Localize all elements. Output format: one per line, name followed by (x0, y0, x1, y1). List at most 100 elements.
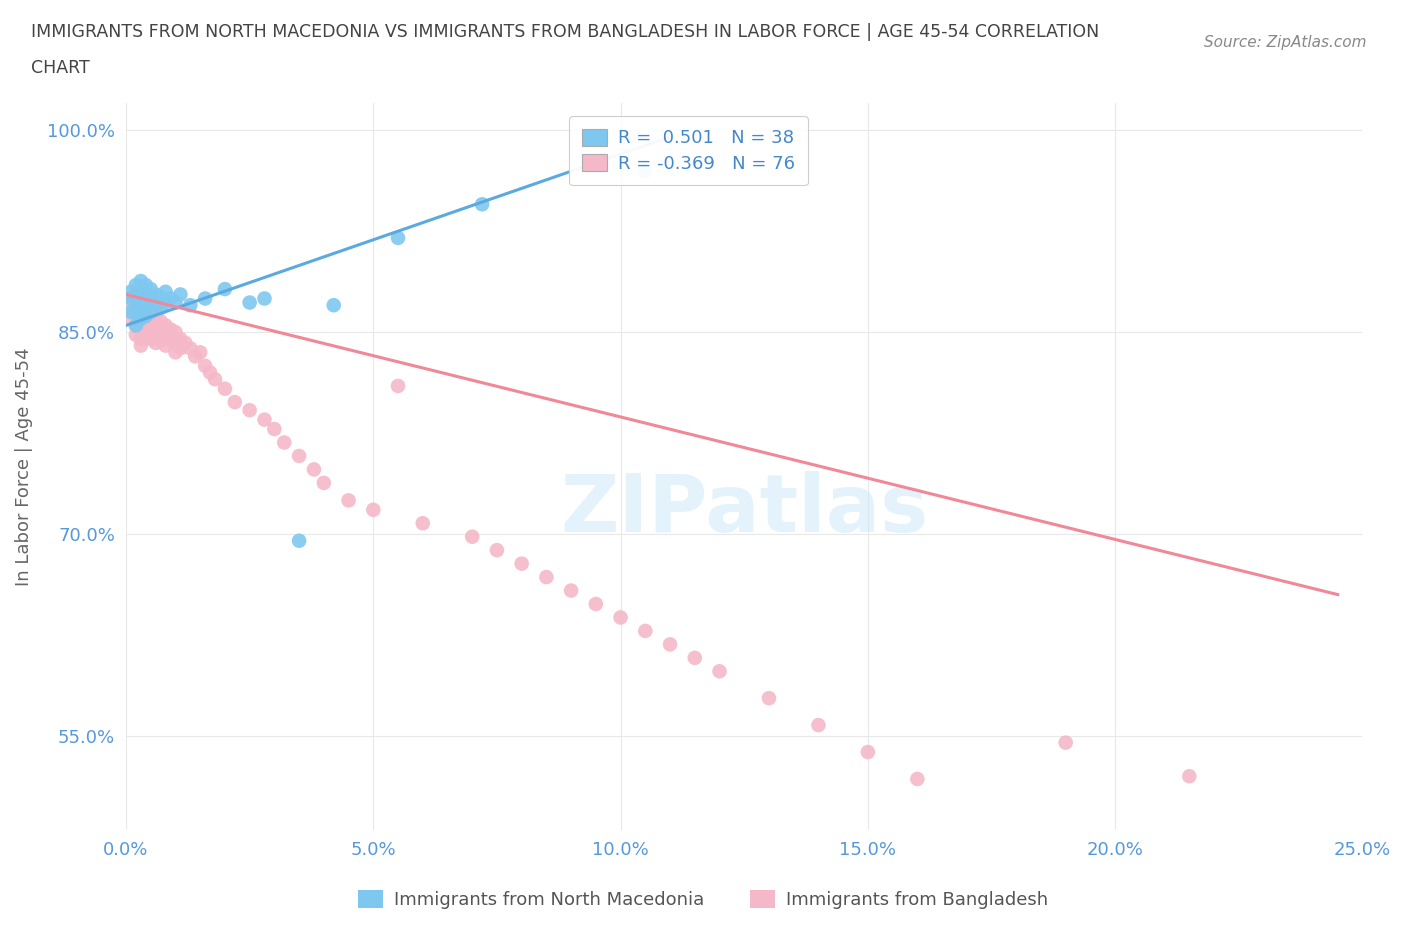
Point (485, 543, 508, 558)
Point (560, 583, 582, 598)
Point (387, 231, 409, 246)
Point (214, 282, 236, 297)
Point (155, 318, 177, 333)
Point (807, 718, 830, 733)
Point (155, 295, 177, 310)
Point (135, 277, 157, 292)
Point (139, 304, 162, 319)
Point (165, 295, 187, 310)
Point (145, 318, 167, 333)
Point (165, 325, 187, 339)
Point (1178, 769, 1201, 784)
Point (155, 327, 177, 342)
Text: Source: ZipAtlas.com: Source: ZipAtlas.com (1204, 35, 1367, 50)
Legend: R =  0.501   N = 38, R = -0.369   N = 76: R = 0.501 N = 38, R = -0.369 N = 76 (569, 116, 808, 185)
Point (634, 163, 657, 178)
Point (129, 339, 152, 353)
Point (165, 336, 187, 351)
Point (184, 349, 207, 364)
Point (149, 290, 172, 305)
Point (461, 529, 484, 544)
Point (179, 298, 201, 312)
Point (120, 291, 142, 306)
Point (139, 322, 162, 337)
Point (125, 277, 148, 292)
Point (129, 331, 152, 346)
Point (145, 336, 167, 351)
Point (135, 318, 157, 333)
Point (120, 285, 142, 299)
Point (125, 291, 148, 306)
Point (659, 637, 682, 652)
Point (125, 285, 148, 299)
Point (179, 341, 201, 356)
Point (135, 300, 157, 315)
Point (337, 493, 360, 508)
Point (585, 596, 607, 611)
Point (253, 412, 276, 427)
Point (194, 358, 217, 373)
Point (120, 300, 142, 315)
Point (322, 298, 344, 312)
Point (174, 336, 197, 351)
Point (536, 570, 558, 585)
Point (361, 502, 384, 517)
Point (302, 462, 325, 477)
Point (169, 287, 191, 302)
Point (188, 345, 211, 360)
Point (169, 341, 191, 356)
Point (1054, 736, 1077, 751)
Point (149, 314, 172, 329)
Point (263, 421, 285, 436)
Point (159, 333, 181, 348)
Point (214, 381, 236, 396)
Point (125, 304, 148, 319)
Point (129, 304, 152, 319)
Point (139, 304, 162, 319)
Legend: Immigrants from North Macedonia, Immigrants from Bangladesh: Immigrants from North Macedonia, Immigra… (352, 884, 1054, 916)
Point (145, 309, 167, 324)
Point (253, 291, 276, 306)
Point (135, 309, 157, 324)
Point (129, 282, 152, 297)
Point (412, 516, 434, 531)
Point (129, 312, 152, 326)
Point (905, 772, 928, 787)
Point (125, 327, 148, 342)
Point (129, 291, 152, 306)
Point (129, 314, 152, 329)
Point (129, 295, 152, 310)
Point (471, 197, 494, 212)
Point (224, 394, 246, 409)
Point (120, 291, 142, 306)
Point (120, 304, 142, 319)
Point (312, 475, 335, 490)
Point (204, 372, 226, 387)
Point (273, 435, 295, 450)
Point (139, 291, 162, 306)
Point (129, 300, 152, 315)
Point (149, 333, 172, 348)
Point (165, 345, 187, 360)
Point (139, 282, 162, 297)
Point (139, 314, 162, 329)
Text: ZIPatlas: ZIPatlas (560, 472, 928, 550)
Point (709, 664, 731, 679)
Text: IMMIGRANTS FROM NORTH MACEDONIA VS IMMIGRANTS FROM BANGLADESH IN LABOR FORCE | A: IMMIGRANTS FROM NORTH MACEDONIA VS IMMIG… (31, 23, 1099, 41)
Point (145, 298, 167, 312)
Point (135, 327, 157, 342)
Point (155, 339, 177, 353)
Point (145, 327, 167, 342)
Point (135, 309, 157, 324)
Point (120, 312, 142, 326)
Y-axis label: In Labor Force | Age 45-54: In Labor Force | Age 45-54 (15, 348, 32, 586)
Point (125, 318, 148, 333)
Point (145, 287, 167, 302)
Point (125, 309, 148, 324)
Point (135, 298, 157, 312)
Point (239, 295, 262, 310)
Point (387, 379, 409, 393)
Point (758, 691, 780, 706)
Text: CHART: CHART (31, 59, 90, 76)
Point (129, 322, 152, 337)
